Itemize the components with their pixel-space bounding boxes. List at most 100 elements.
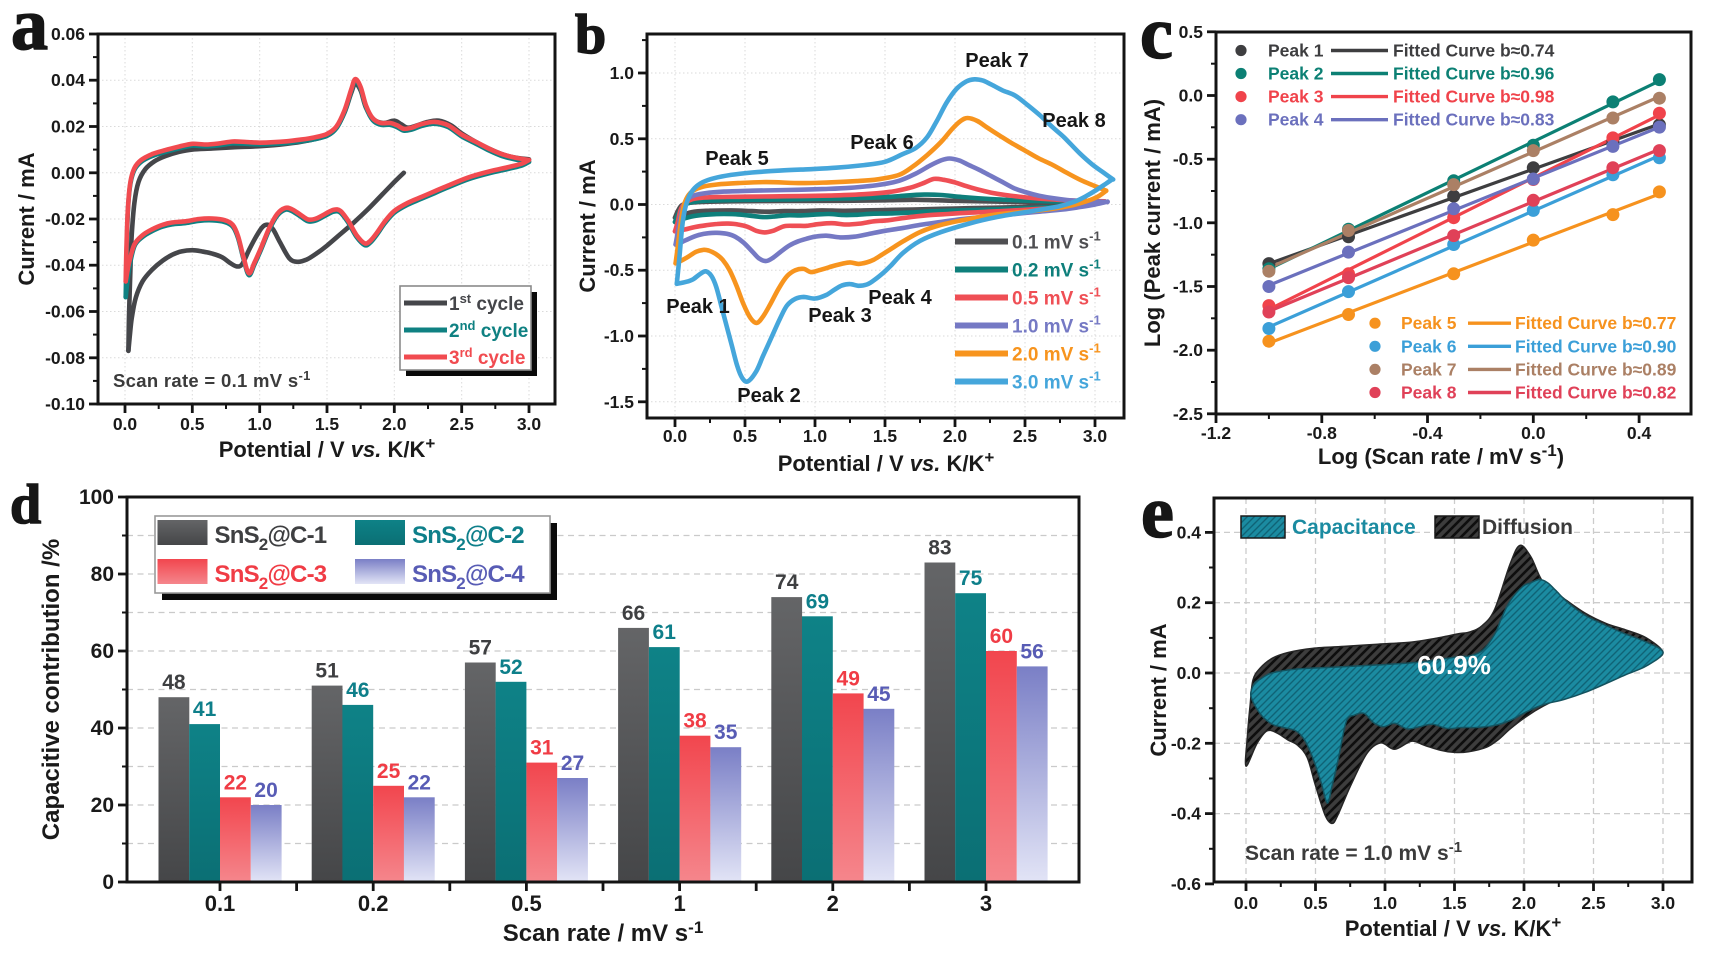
svg-text:Log (Peak current / mA): Log (Peak current / mA) xyxy=(1140,99,1165,347)
svg-text:Potential / V vs. K/K+: Potential / V vs. K/K+ xyxy=(219,434,436,462)
svg-text:60.9%: 60.9% xyxy=(1417,650,1491,680)
svg-text:Peak 5: Peak 5 xyxy=(705,148,768,170)
svg-text:Capacitive contribution /%: Capacitive contribution /% xyxy=(38,539,65,840)
svg-text:Peak 1: Peak 1 xyxy=(1268,41,1324,61)
svg-text:Potential / V vs. K/K+: Potential / V vs. K/K+ xyxy=(1345,913,1562,941)
svg-text:3.0: 3.0 xyxy=(1651,893,1676,913)
svg-text:61: 61 xyxy=(653,621,677,644)
svg-text:-1.0: -1.0 xyxy=(604,326,634,346)
svg-text:51: 51 xyxy=(315,660,339,683)
svg-text:0.0: 0.0 xyxy=(113,414,138,434)
svg-text:e: e xyxy=(1141,472,1174,554)
svg-text:20: 20 xyxy=(254,779,277,802)
svg-text:38: 38 xyxy=(683,710,707,733)
svg-text:1: 1 xyxy=(673,891,685,916)
svg-text:1.0 mV s-1: 1.0 mV s-1 xyxy=(1012,313,1101,338)
svg-text:-0.6: -0.6 xyxy=(1171,874,1201,894)
svg-text:a: a xyxy=(11,0,48,66)
svg-text:0.0: 0.0 xyxy=(610,195,635,215)
svg-text:-2.0: -2.0 xyxy=(1173,340,1203,360)
svg-text:Current / mA: Current / mA xyxy=(14,152,39,285)
svg-text:Peak 8: Peak 8 xyxy=(1401,383,1457,403)
svg-text:Fitted Curve b≈0.98: Fitted Curve b≈0.98 xyxy=(1393,87,1555,107)
svg-text:0.0: 0.0 xyxy=(663,426,688,446)
svg-text:3.0: 3.0 xyxy=(517,414,542,434)
svg-text:SnS2@C-3: SnS2@C-3 xyxy=(215,561,327,593)
svg-text:0.1 mV s-1: 0.1 mV s-1 xyxy=(1012,229,1101,254)
svg-text:Peak 7: Peak 7 xyxy=(965,50,1028,72)
svg-text:27: 27 xyxy=(561,752,584,775)
svg-text:Current / mA: Current / mA xyxy=(1146,623,1171,756)
svg-text:Scan rate = 0.1 mV s-1: Scan rate = 0.1 mV s-1 xyxy=(113,368,311,391)
svg-text:Scan rate / mV s-1: Scan rate / mV s-1 xyxy=(503,918,704,947)
svg-text:Peak 4: Peak 4 xyxy=(1268,110,1324,130)
svg-text:2.0 mV s-1: 2.0 mV s-1 xyxy=(1012,341,1101,366)
svg-text:Peak 8: Peak 8 xyxy=(1042,110,1105,132)
svg-text:-0.02: -0.02 xyxy=(45,209,85,229)
svg-text:2.5: 2.5 xyxy=(1013,426,1038,446)
svg-text:0.4: 0.4 xyxy=(1177,522,1202,542)
svg-text:-0.10: -0.10 xyxy=(45,394,85,414)
svg-text:2nd cycle: 2nd cycle xyxy=(449,318,528,342)
svg-text:-0.5: -0.5 xyxy=(604,260,634,280)
svg-text:-0.8: -0.8 xyxy=(1307,423,1337,443)
svg-text:Peak 5: Peak 5 xyxy=(1401,313,1457,333)
svg-text:0.5: 0.5 xyxy=(733,426,758,446)
svg-text:0.04: 0.04 xyxy=(51,70,85,90)
svg-text:0.0: 0.0 xyxy=(1179,86,1204,106)
svg-text:74: 74 xyxy=(775,571,799,594)
svg-text:0.5: 0.5 xyxy=(511,891,542,916)
svg-text:1.5: 1.5 xyxy=(315,414,340,434)
svg-text:40: 40 xyxy=(91,717,114,740)
svg-text:Fitted Curve b≈0.90: Fitted Curve b≈0.90 xyxy=(1515,336,1677,356)
svg-text:SnS2@C-4: SnS2@C-4 xyxy=(412,561,525,593)
svg-text:0.02: 0.02 xyxy=(51,117,85,137)
svg-text:3: 3 xyxy=(980,891,992,916)
svg-text:1.0: 1.0 xyxy=(803,426,828,446)
svg-text:41: 41 xyxy=(193,698,217,721)
svg-text:-0.06: -0.06 xyxy=(45,302,85,322)
svg-text:25: 25 xyxy=(377,760,401,783)
svg-text:2.5: 2.5 xyxy=(1581,893,1606,913)
svg-text:c: c xyxy=(1140,0,1173,75)
svg-text:-0.08: -0.08 xyxy=(45,348,85,368)
svg-text:2.0: 2.0 xyxy=(1512,893,1537,913)
svg-text:Peak 3: Peak 3 xyxy=(1268,87,1324,107)
svg-text:-1.0: -1.0 xyxy=(1173,213,1203,233)
svg-text:3.0: 3.0 xyxy=(1083,426,1108,446)
svg-text:Diffusion: Diffusion xyxy=(1482,516,1573,539)
svg-text:Peak 2: Peak 2 xyxy=(737,385,800,407)
svg-text:-2.5: -2.5 xyxy=(1173,404,1203,424)
svg-text:Fitted Curve b≈0.96: Fitted Curve b≈0.96 xyxy=(1393,64,1555,84)
svg-text:20: 20 xyxy=(91,794,114,817)
svg-text:-0.5: -0.5 xyxy=(1173,149,1203,169)
svg-text:-1.5: -1.5 xyxy=(604,392,634,412)
svg-text:22: 22 xyxy=(224,771,247,794)
svg-text:56: 56 xyxy=(1020,640,1043,663)
svg-text:-0.4: -0.4 xyxy=(1412,423,1442,443)
svg-text:2.0: 2.0 xyxy=(943,426,968,446)
svg-text:Fitted Curve b≈0.82: Fitted Curve b≈0.82 xyxy=(1515,383,1677,403)
svg-text:Potential / V vs. K/K+: Potential / V vs. K/K+ xyxy=(778,448,995,476)
svg-text:SnS2@C-1: SnS2@C-1 xyxy=(215,522,327,554)
svg-text:0.5: 0.5 xyxy=(180,414,205,434)
svg-text:60: 60 xyxy=(990,625,1013,648)
svg-text:Peak 7: Peak 7 xyxy=(1401,359,1456,379)
svg-text:Capacitance: Capacitance xyxy=(1292,516,1416,539)
svg-text:48: 48 xyxy=(162,671,186,694)
svg-text:49: 49 xyxy=(837,667,860,690)
svg-text:0.2 mV s-1: 0.2 mV s-1 xyxy=(1012,257,1101,282)
svg-text:-0.4: -0.4 xyxy=(1171,804,1201,824)
svg-text:1.5: 1.5 xyxy=(873,426,898,446)
svg-text:Fitted Curve b≈0.74: Fitted Curve b≈0.74 xyxy=(1393,41,1555,61)
svg-text:0.2: 0.2 xyxy=(358,891,389,916)
svg-text:57: 57 xyxy=(469,637,492,660)
svg-text:3.0 mV s-1: 3.0 mV s-1 xyxy=(1012,369,1101,394)
svg-text:83: 83 xyxy=(928,537,951,560)
svg-text:Peak 2: Peak 2 xyxy=(1268,64,1324,84)
svg-text:0.1: 0.1 xyxy=(205,891,236,916)
svg-text:1.0: 1.0 xyxy=(248,414,273,434)
svg-text:Peak 6: Peak 6 xyxy=(1401,336,1457,356)
svg-text:SnS2@C-2: SnS2@C-2 xyxy=(412,522,524,554)
svg-text:Log (Scan rate / mV s-1): Log (Scan rate / mV s-1) xyxy=(1318,441,1564,469)
